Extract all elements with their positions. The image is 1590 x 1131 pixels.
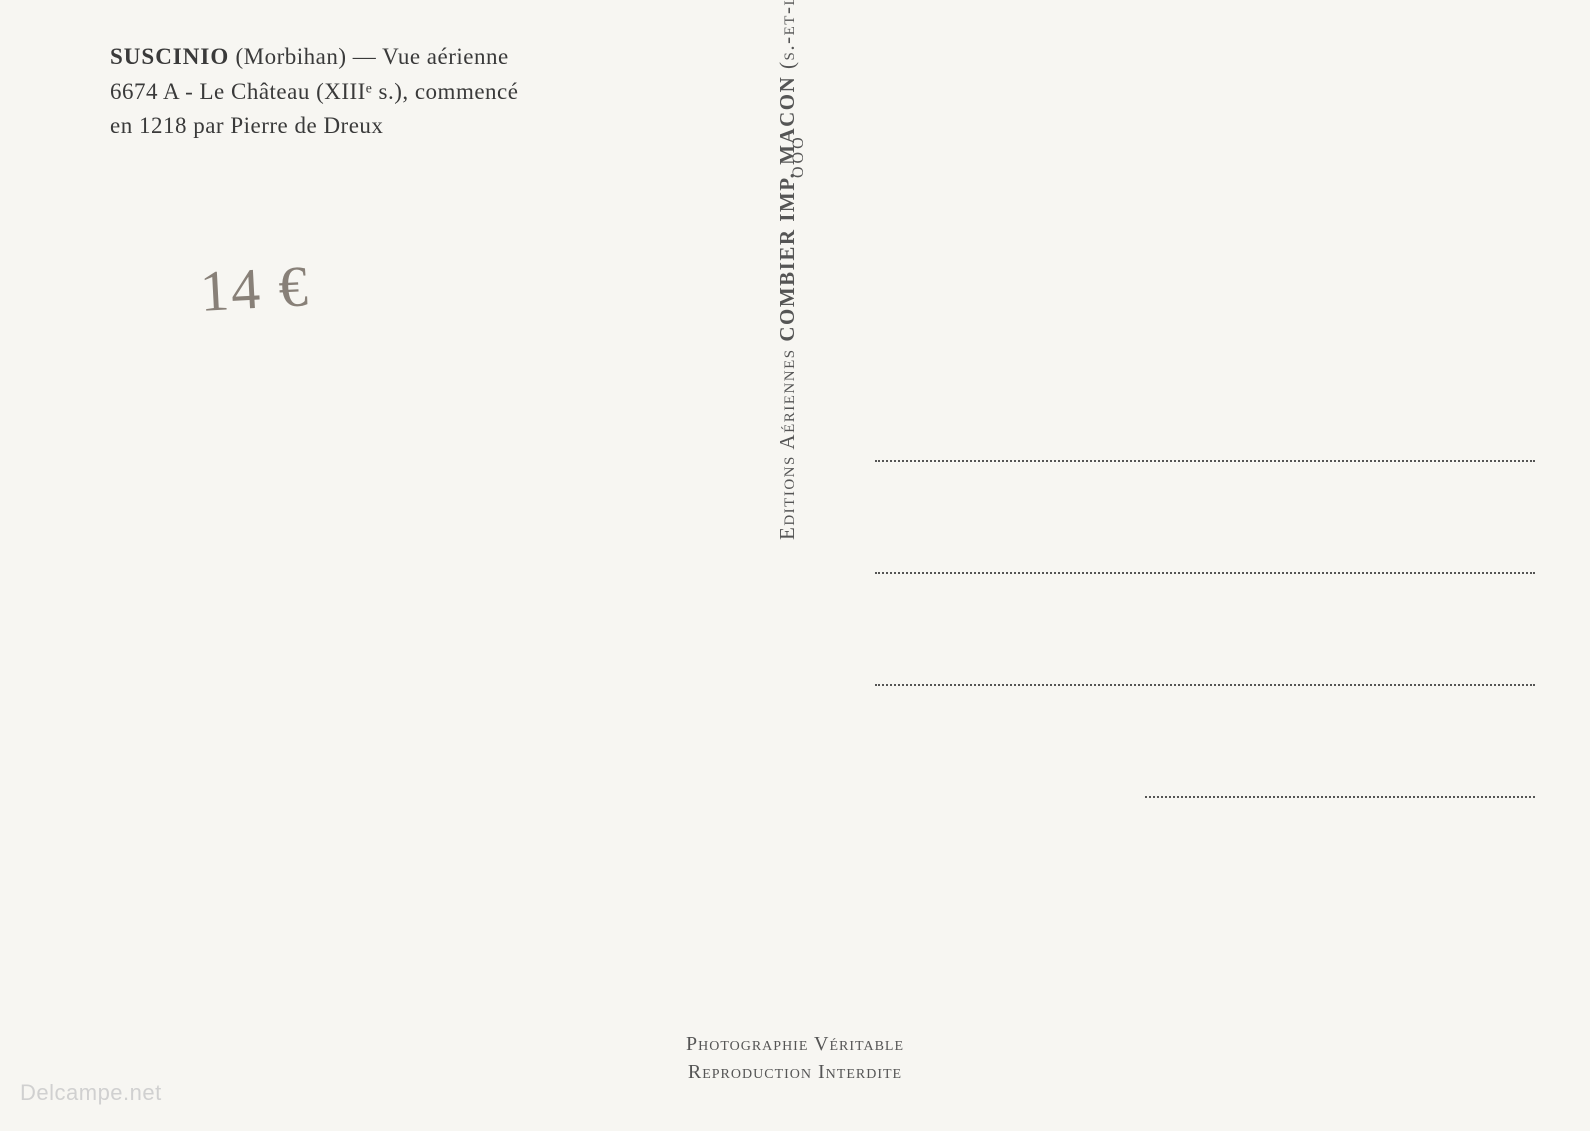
caption-separator: — (353, 44, 382, 69)
location-region: (Morbihan) (235, 44, 346, 69)
publisher-suffix: (s.-et-l.) (775, 0, 799, 69)
location-title: SUSCINIO (110, 44, 229, 69)
caption-line2: Le Château (XIIIᵉ s.), commencé (199, 79, 518, 104)
footer-credit: Photographie Véritable Reproduction Inte… (686, 1030, 904, 1086)
address-line-2 (875, 572, 1535, 574)
publisher-credit: Editions Aériennes COMBIER IMP. MACON (s… (775, 0, 800, 540)
handwritten-price: 14 € (198, 252, 311, 325)
publisher-prefix: Editions Aériennes (775, 342, 799, 540)
site-watermark: Delcampe.net (20, 1080, 162, 1106)
publisher-name: COMBIER IMP. MACON (775, 76, 799, 342)
caption-subtitle: Vue aérienne (382, 44, 509, 69)
caption-ref: 6674 A - (110, 79, 199, 104)
caption-line3: en 1218 par Pierre de Dreux (110, 113, 383, 138)
address-line-1 (875, 460, 1535, 462)
address-line-3 (875, 684, 1535, 686)
footer-line1: Photographie Véritable (686, 1033, 904, 1055)
postcard-back: SUSCINIO (Morbihan) — Vue aérienne 6674 … (0, 0, 1590, 1131)
caption-block: SUSCINIO (Morbihan) — Vue aérienne 6674 … (110, 40, 730, 144)
footer-line2: Reproduction Interdite (688, 1061, 902, 1083)
address-line-4 (1145, 796, 1535, 798)
address-area (875, 460, 1535, 798)
